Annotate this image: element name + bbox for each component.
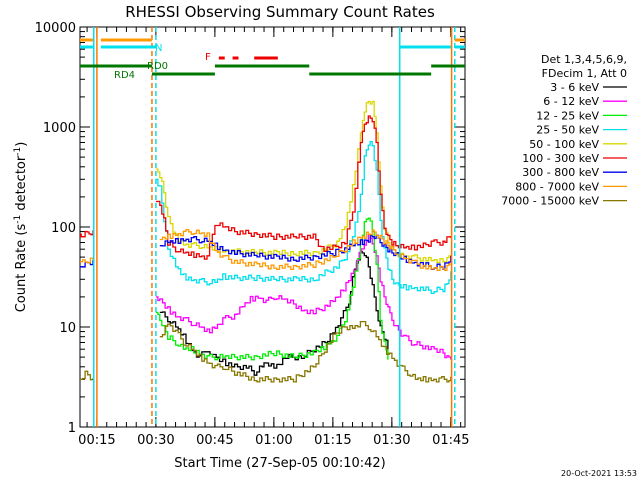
status-label-rd4: RD4 (114, 70, 135, 81)
status-label-f: F (205, 52, 211, 63)
status-label-n: N (155, 43, 162, 54)
legend-label-4: 25 - 50 keV (536, 124, 599, 137)
chart-title: RHESSI Observing Summary Count Rates (125, 3, 435, 21)
series-line-4 (155, 140, 452, 295)
x-tick-label: 00:30 (137, 433, 174, 448)
legend-label-2: 6 - 12 keV (543, 95, 599, 108)
series-line-6 (80, 115, 452, 260)
legend-label-6: 100 - 300 keV (522, 152, 599, 165)
series-group (80, 27, 456, 427)
y-tick-label: 1000 (43, 121, 76, 136)
series-line-5 (155, 100, 452, 264)
legend-header-2: FDecim 1, Att 0 (542, 67, 627, 80)
series-line-2 (155, 233, 452, 360)
series-line-9 (80, 320, 452, 383)
x-tick-label: 01:30 (373, 433, 410, 448)
x-axis-label: Start Time (27-Sep-05 00:10:42) (174, 456, 385, 471)
x-axis: 00:15 00:30 00:45 01:00 01:15 01:30 01:45 (78, 27, 470, 448)
x-tick-label: 01:00 (255, 433, 292, 448)
legend-label-5: 50 - 100 keV (529, 138, 599, 151)
x-tick-label: 00:45 (196, 433, 233, 448)
series-line-1 (159, 251, 389, 376)
status-label-rd0: RD0 (147, 61, 168, 72)
legend-label-9: 7000 - 15000 keV (501, 195, 599, 208)
y-tick-label: 1 (68, 421, 76, 436)
x-tick-label: 01:45 (432, 433, 469, 448)
legend-label-1: 3 - 6 keV (550, 81, 599, 94)
y-axis: 1 10 100 1000 10000 (35, 21, 465, 436)
legend-header-1: Det 1,3,4,5,6,9, (541, 53, 627, 66)
y-tick-label: 100 (51, 221, 76, 236)
legend-label-3: 12 - 25 keV (536, 109, 599, 122)
x-tick-label: 01:15 (314, 433, 351, 448)
status-bars (80, 38, 465, 76)
y-axis-label: Count Rate (s-1 detector-1) (13, 142, 29, 313)
series-line-8 (80, 228, 452, 272)
x-tick-label: 00:15 (78, 433, 115, 448)
footer-timestamp: 20-Oct-2021 13:53 (561, 469, 637, 478)
legend-label-7: 300 - 800 keV (522, 166, 599, 179)
y-tick-label: 10 (59, 321, 76, 336)
plot-frame (79, 26, 466, 428)
y-tick-label: 10000 (35, 21, 76, 36)
legend-label-8: 800 - 7000 keV (515, 180, 599, 193)
